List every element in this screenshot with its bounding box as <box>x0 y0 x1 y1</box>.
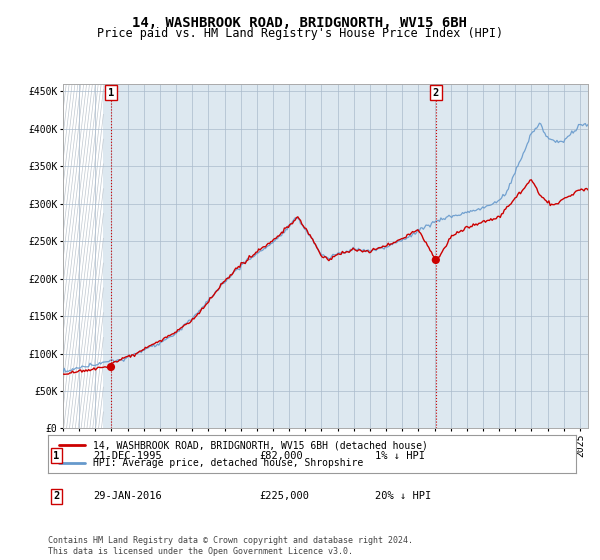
Text: £82,000: £82,000 <box>259 451 303 461</box>
Text: HPI: Average price, detached house, Shropshire: HPI: Average price, detached house, Shro… <box>93 458 363 468</box>
Text: 1: 1 <box>108 87 114 97</box>
Text: 14, WASHBROOK ROAD, BRIDGNORTH, WV15 6BH: 14, WASHBROOK ROAD, BRIDGNORTH, WV15 6BH <box>133 16 467 30</box>
Text: £225,000: £225,000 <box>259 491 309 501</box>
Text: 20% ↓ HPI: 20% ↓ HPI <box>376 491 431 501</box>
Point <box>106 362 116 371</box>
Text: 2: 2 <box>53 491 59 501</box>
Text: 2: 2 <box>433 87 439 97</box>
Text: 21-DEC-1995: 21-DEC-1995 <box>93 451 161 461</box>
Text: 29-JAN-2016: 29-JAN-2016 <box>93 491 161 501</box>
Text: 14, WASHBROOK ROAD, BRIDGNORTH, WV15 6BH (detached house): 14, WASHBROOK ROAD, BRIDGNORTH, WV15 6BH… <box>93 440 428 450</box>
Polygon shape <box>63 84 103 428</box>
Text: 1% ↓ HPI: 1% ↓ HPI <box>376 451 425 461</box>
Text: 1: 1 <box>53 451 59 461</box>
Text: Price paid vs. HM Land Registry's House Price Index (HPI): Price paid vs. HM Land Registry's House … <box>97 27 503 40</box>
Point <box>431 255 440 264</box>
Text: Contains HM Land Registry data © Crown copyright and database right 2024.
This d: Contains HM Land Registry data © Crown c… <box>48 536 413 556</box>
